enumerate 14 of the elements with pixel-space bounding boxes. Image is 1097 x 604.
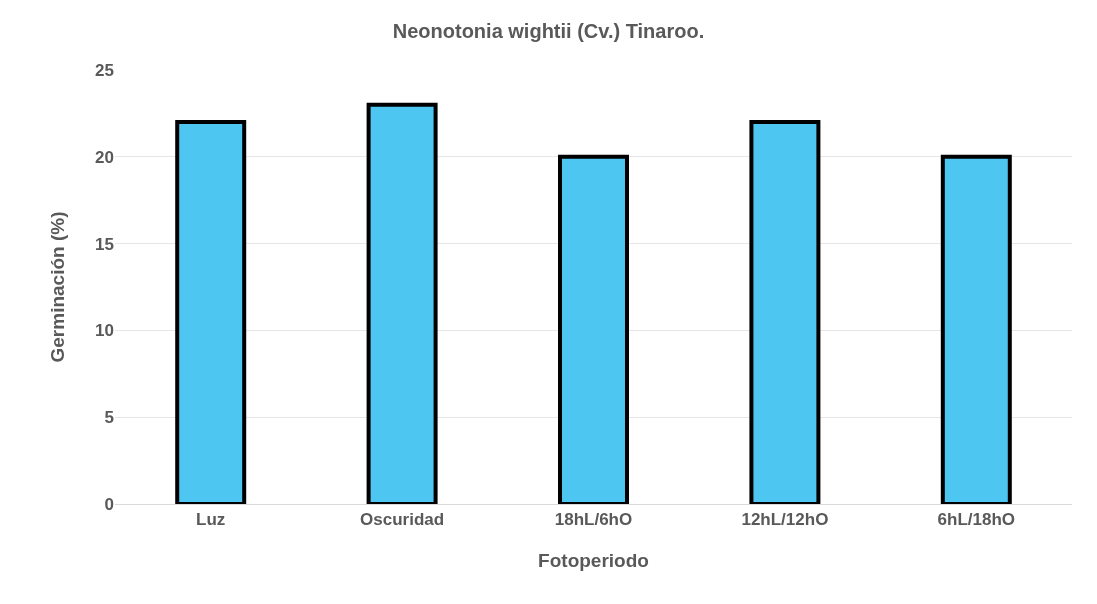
x-tick-label: 18hL/6hO	[554, 510, 633, 530]
x-tick-label: 6hL/18hO	[937, 510, 1016, 530]
x-tick-label: 12hL/12hO	[741, 510, 829, 530]
x-tick-label: Luz	[196, 510, 226, 530]
y-tick-label: 10	[95, 321, 114, 341]
y-tick-label: 0	[104, 494, 114, 514]
y-tick-label: 25	[95, 60, 114, 80]
y-axis-title: Germinación (%)	[46, 211, 68, 363]
y-tick-label: 15	[95, 234, 114, 254]
x-axis-title: Fotoperiodo	[538, 550, 649, 572]
y-tick-label: 5	[104, 408, 114, 428]
chart-title: Neonotonia wightii (Cv.) Tinaroo.	[392, 20, 705, 43]
x-tick-label: Oscuridad	[360, 510, 445, 530]
y-tick-label: 20	[95, 147, 114, 167]
